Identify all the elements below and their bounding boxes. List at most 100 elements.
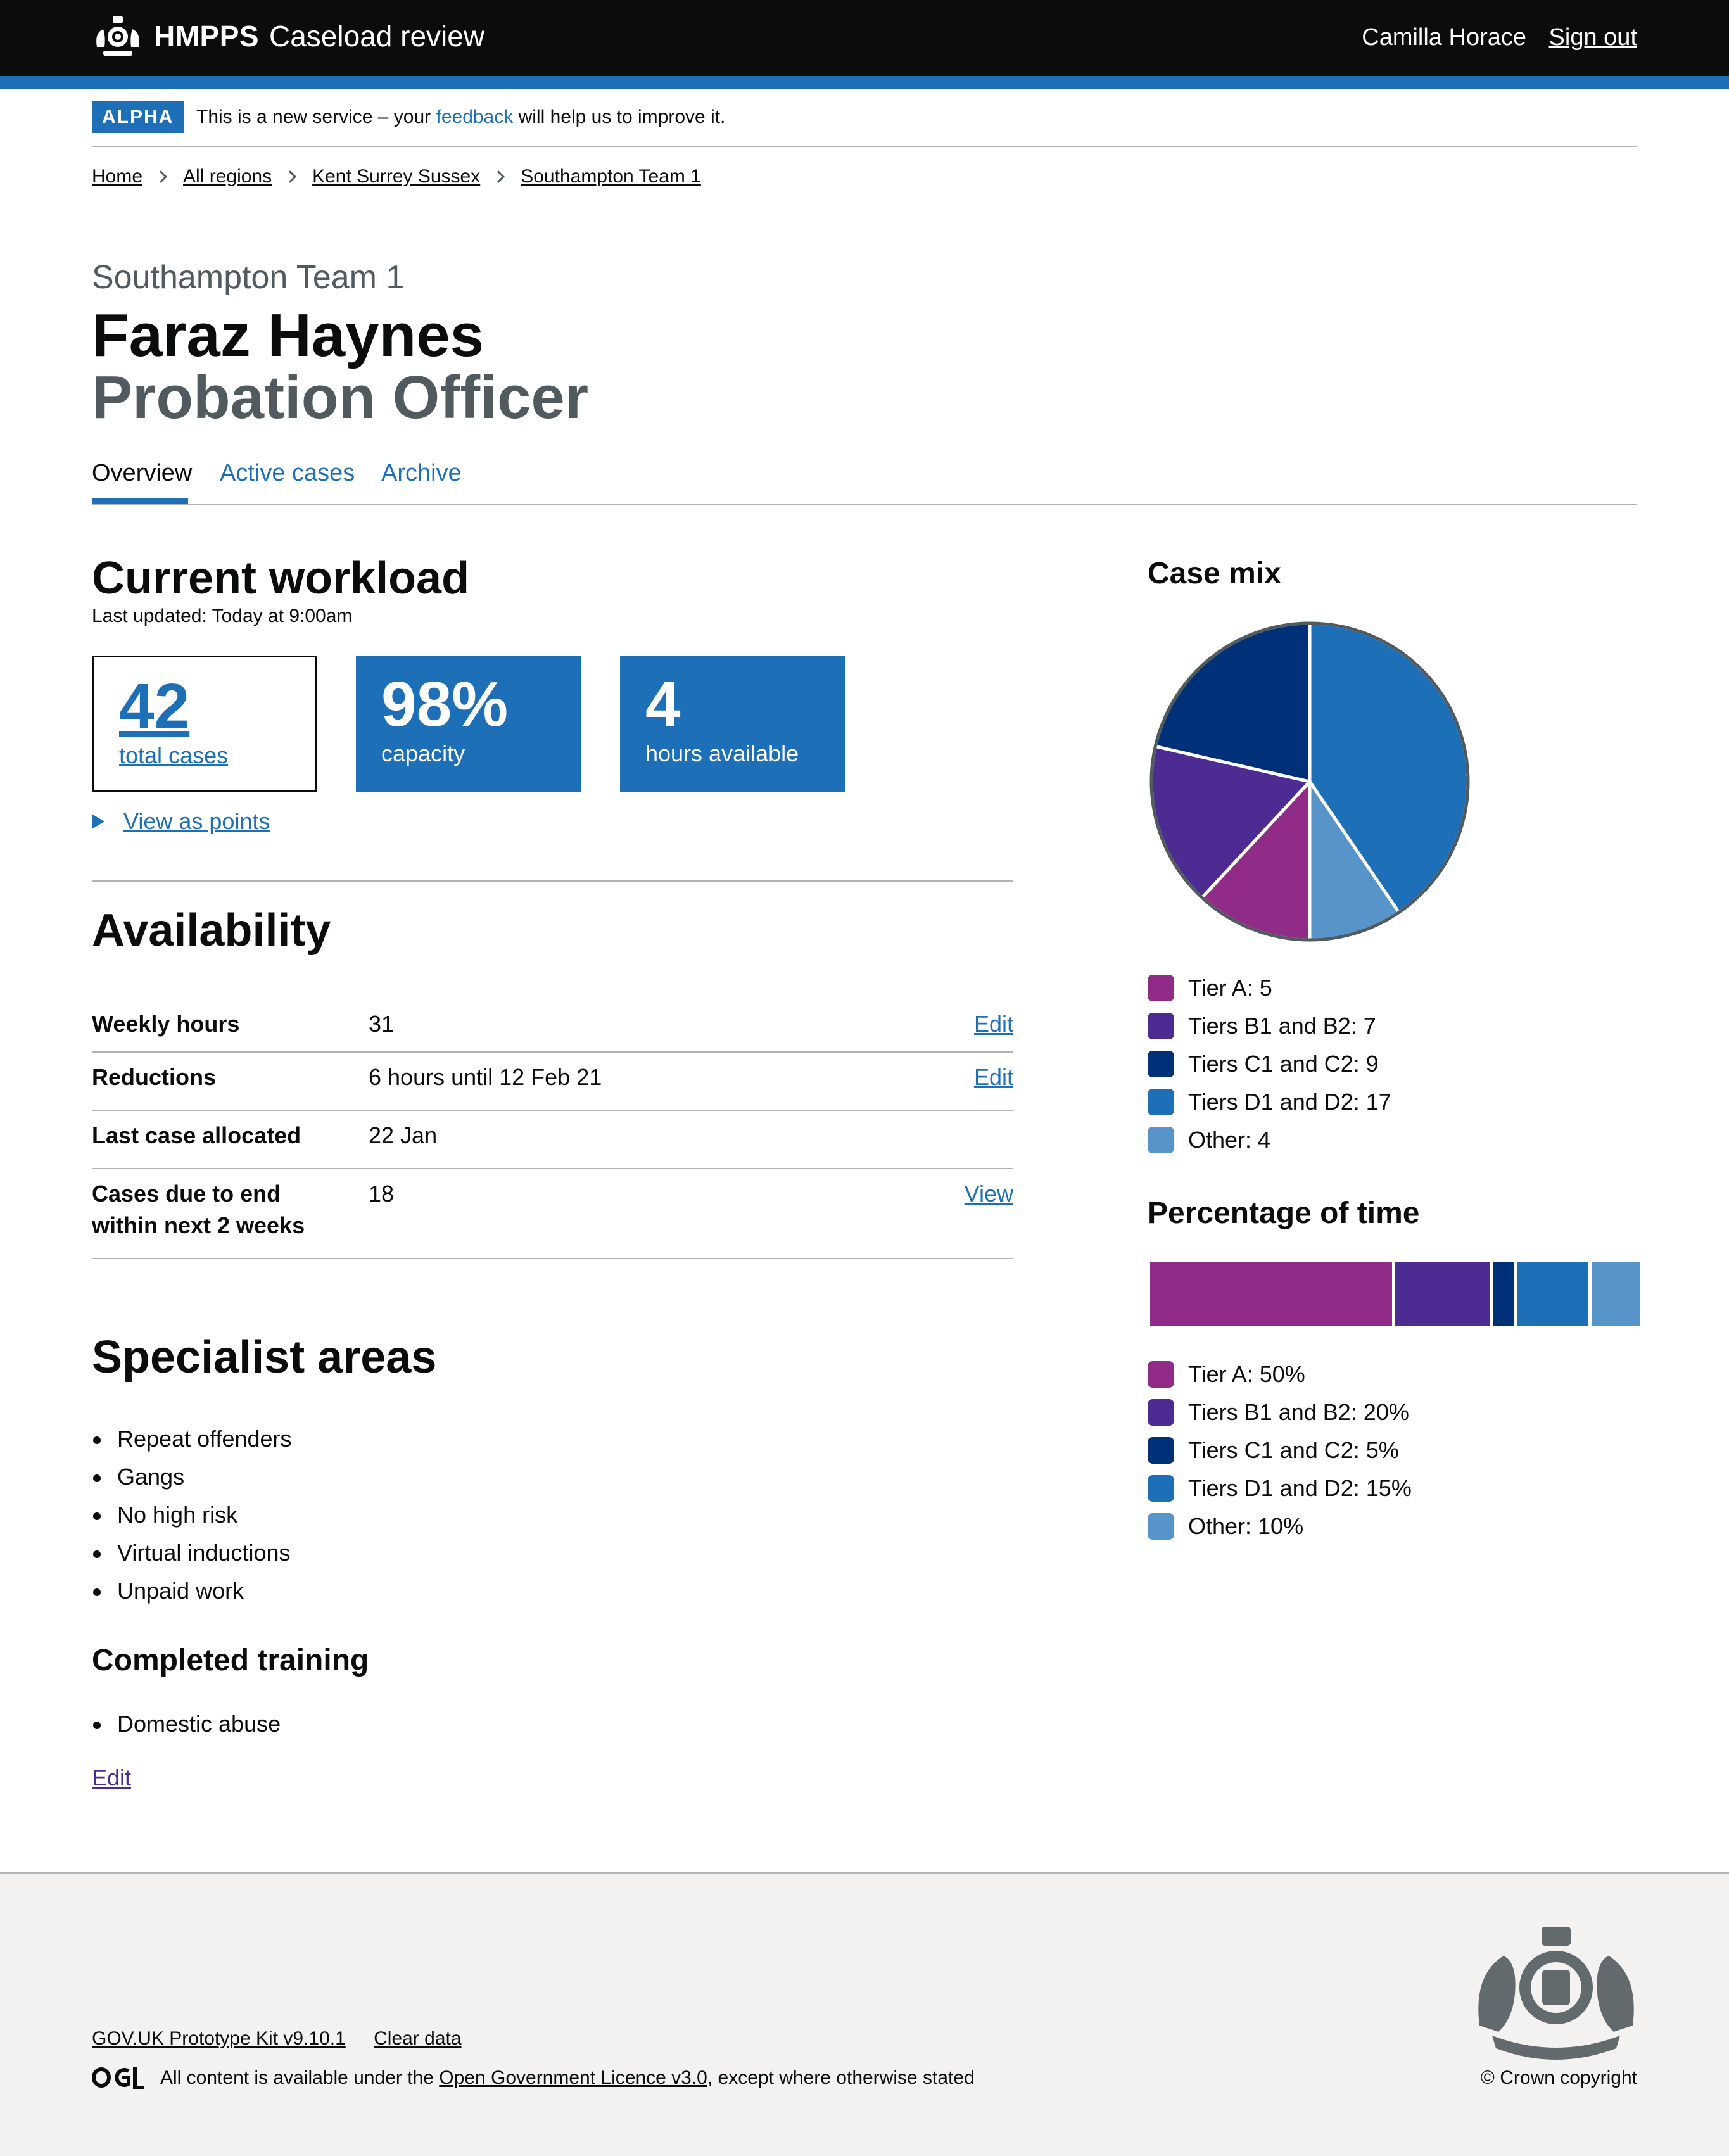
section-divider <box>92 880 1013 882</box>
tab-active-cases[interactable]: Active cases <box>220 460 355 486</box>
tab-archive[interactable]: Archive <box>381 460 462 486</box>
breadcrumb-team[interactable]: Southampton Team 1 <box>521 166 701 187</box>
summary-row-reductions: Reductions 6 hours until 12 Feb 21 Edit <box>92 1053 1013 1111</box>
breadcrumb-region[interactable]: Kent Surrey Sussex <box>312 166 481 187</box>
legend-swatch <box>1148 975 1174 1001</box>
legend-swatch <box>1148 1361 1174 1388</box>
royal-coat-of-arms-icon[interactable] <box>1473 1924 1639 2061</box>
bar-segment-tiers-b1-and-b2 <box>1395 1262 1493 1326</box>
summary-key: Reductions <box>92 1064 217 1090</box>
prototype-kit-link[interactable]: GOV.UK Prototype Kit v9.10.1 <box>92 2028 346 2049</box>
summary-value: 22 Jan <box>369 1122 438 1148</box>
view-cases-due-link[interactable]: View <box>964 1181 1013 1207</box>
licence-text: All content is available under the Open … <box>160 2067 975 2089</box>
legend-label: Other: 10% <box>1188 1513 1304 1539</box>
service-name[interactable]: Caseload review <box>269 20 485 53</box>
legend-swatch <box>1148 1051 1174 1077</box>
brand-name[interactable]: HMPPS <box>154 20 260 53</box>
bar-segment-tier-a <box>1150 1262 1395 1326</box>
chevron-right-icon <box>492 170 505 183</box>
chevron-right-icon <box>155 170 167 183</box>
percentage-legend: Tier A: 50% Tiers B1 and B2: 20% Tiers C… <box>1148 1355 1412 1545</box>
tab-selected-indicator <box>92 498 188 504</box>
legend-item-tier-a: Tier A: 50% <box>1148 1355 1412 1393</box>
list-item: No high risk <box>92 1496 292 1534</box>
summary-key-line-1: Cases due to end <box>92 1181 281 1207</box>
edit-reductions-link[interactable]: Edit <box>973 1064 1013 1090</box>
crown-copyright[interactable]: © Crown copyright <box>1480 2067 1637 2088</box>
page-title-role: Probation Officer <box>92 364 589 431</box>
pie-outline <box>1150 621 1470 942</box>
legend-label: Tiers D1 and D2: 15% <box>1188 1475 1412 1501</box>
site-footer: GOV.UK Prototype Kit v9.10.1 Clear data … <box>0 1872 1729 2156</box>
legend-item-tier-b: Tiers B1 and B2: 20% <box>1148 1393 1412 1431</box>
list-item: Unpaid work <box>92 1572 292 1610</box>
legend-label: Tiers D1 and D2: 17 <box>1188 1089 1391 1115</box>
completed-training-list: Domestic abuse <box>92 1705 281 1743</box>
summary-value: 18 <box>369 1181 395 1207</box>
phase-text: This is a new service – your feedback wi… <box>196 106 725 128</box>
royal-crest-icon <box>96 16 139 56</box>
percentage-of-time-bar <box>1150 1262 1640 1326</box>
user-name: Camilla Horace <box>1362 24 1526 51</box>
legend-swatch <box>1148 1475 1174 1502</box>
legend-item-tier-c: Tiers C1 and C2: 9 <box>1148 1045 1391 1083</box>
summary-value: 31 <box>369 1011 395 1037</box>
phase-banner: ALPHA This is a new service – your feedb… <box>92 101 1637 147</box>
edit-weekly-hours-link[interactable]: Edit <box>973 1011 1013 1037</box>
summary-key-line-2: within next 2 weeks <box>92 1212 305 1238</box>
summary-key: Last case allocated <box>92 1122 301 1148</box>
tab-overview[interactable]: Overview <box>92 460 193 486</box>
case-mix-heading: Case mix <box>1148 557 1281 590</box>
clear-data-link[interactable]: Clear data <box>374 2028 462 2049</box>
summary-value: 6 hours until 12 Feb 21 <box>369 1064 602 1090</box>
breadcrumb: Home All regions Kent Surrey Sussex Sout… <box>92 166 701 187</box>
sub-navigation: Overview Active cases Archive <box>92 456 1637 505</box>
specialist-areas-heading: Specialist areas <box>92 1332 437 1383</box>
ogl-licence-link[interactable]: Open Government Licence v3.0 <box>439 2067 707 2088</box>
hours-available-card: 4 hours available <box>620 656 846 792</box>
bar-segment-tiers-d1-and-d2 <box>1517 1262 1592 1326</box>
total-cases-card[interactable]: 42 total cases <box>92 656 317 792</box>
legend-item-tier-c: Tiers C1 and C2: 5% <box>1148 1431 1412 1469</box>
workload-heading: Current workload <box>92 553 470 604</box>
capacity-value: 98% <box>381 669 509 740</box>
breadcrumb-home[interactable]: Home <box>92 166 143 187</box>
percentage-of-time-heading: Percentage of time <box>1148 1196 1420 1230</box>
legend-label: Tier A: 5 <box>1188 975 1272 1001</box>
chevron-right-icon <box>284 170 297 183</box>
licence-text-before: All content is available under the <box>160 2067 440 2088</box>
pie-chart-svg <box>1150 621 1470 942</box>
hours-available-label: hours available <box>645 740 799 766</box>
triangle-right-icon <box>92 814 104 829</box>
list-item: Domestic abuse <box>92 1705 281 1743</box>
case-mix-legend: Tier A: 5 Tiers B1 and B2: 7 Tiers C1 an… <box>1148 969 1391 1159</box>
legend-item-other: Other: 10% <box>1148 1507 1412 1545</box>
list-item: Virtual inductions <box>92 1534 292 1572</box>
feedback-link[interactable]: feedback <box>436 106 514 127</box>
legend-label: Tiers C1 and C2: 9 <box>1188 1051 1379 1077</box>
sign-out-link[interactable]: Sign out <box>1548 24 1637 51</box>
legend-item-other: Other: 4 <box>1148 1121 1391 1159</box>
list-item: Repeat offenders <box>92 1420 292 1458</box>
legend-item-tier-d: Tiers D1 and D2: 15% <box>1148 1469 1412 1507</box>
summary-row-weekly-hours: Weekly hours 31 Edit <box>92 1008 1013 1053</box>
view-as-points-details[interactable]: View as points <box>92 808 270 835</box>
capacity-card: 98% capacity <box>356 656 581 792</box>
summary-key: Weekly hours <box>92 1011 240 1037</box>
phase-text-after: will help us to improve it. <box>513 106 726 127</box>
legend-label: Tiers B1 and B2: 20% <box>1188 1399 1409 1425</box>
breadcrumb-all-regions[interactable]: All regions <box>183 166 272 187</box>
legend-swatch <box>1148 1513 1174 1540</box>
hours-available-value: 4 <box>645 669 681 740</box>
legend-label: Tiers C1 and C2: 5% <box>1188 1437 1399 1463</box>
legend-item-tier-d: Tiers D1 and D2: 17 <box>1148 1083 1391 1121</box>
total-cases-value[interactable]: 42 <box>119 671 190 742</box>
legend-swatch <box>1148 1399 1174 1426</box>
footer-links: GOV.UK Prototype Kit v9.10.1 Clear data <box>92 2028 484 2050</box>
bar-segment-other <box>1591 1262 1640 1326</box>
summary-row-last-case: Last case allocated 22 Jan <box>92 1111 1013 1169</box>
total-cases-label[interactable]: total cases <box>119 742 229 768</box>
edit-specialist-areas-link[interactable]: Edit <box>92 1765 132 1791</box>
view-as-points-link[interactable]: View as points <box>124 808 270 834</box>
